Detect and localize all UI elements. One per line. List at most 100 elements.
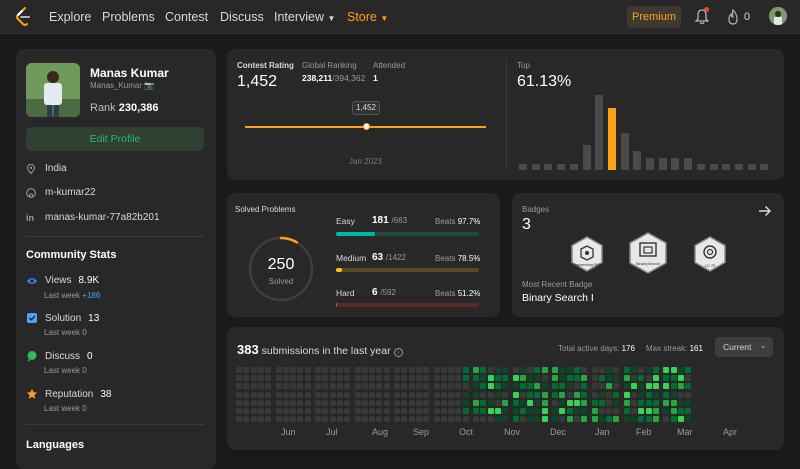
heatmap-cell[interactable] xyxy=(527,399,534,406)
heatmap-cell[interactable] xyxy=(502,416,509,423)
heatmap-cell[interactable] xyxy=(638,391,645,398)
heatmap-cell[interactable] xyxy=(433,399,440,406)
heatmap-cell[interactable] xyxy=(670,408,677,414)
heatmap-cell[interactable] xyxy=(265,408,272,414)
heatmap-cell[interactable] xyxy=(290,375,297,382)
heatmap-cell[interactable] xyxy=(369,367,376,373)
heatmap-cell[interactable] xyxy=(376,391,383,398)
heatmap-cell[interactable] xyxy=(480,383,487,390)
heatmap-cell[interactable] xyxy=(512,383,519,390)
heatmap-cell[interactable] xyxy=(591,399,598,406)
heatmap-cell[interactable] xyxy=(394,399,400,406)
heatmap-cell[interactable] xyxy=(512,367,519,373)
heatmap-cell[interactable] xyxy=(415,416,422,423)
heatmap-cell[interactable] xyxy=(415,367,422,373)
heatmap-cell[interactable] xyxy=(361,383,368,390)
heatmap-cell[interactable] xyxy=(265,399,272,406)
heatmap-cell[interactable] xyxy=(257,383,264,390)
heatmap-cell[interactable] xyxy=(663,367,670,373)
heatmap-cell[interactable] xyxy=(250,391,257,398)
heatmap-cell[interactable] xyxy=(473,416,479,423)
heatmap-cell[interactable] xyxy=(480,416,487,423)
heatmap-cell[interactable] xyxy=(336,399,343,406)
heatmap-cell[interactable] xyxy=(512,416,519,423)
heatmap-cell[interactable] xyxy=(236,416,242,423)
heatmap-cell[interactable] xyxy=(559,391,566,398)
heatmap-cell[interactable] xyxy=(473,383,479,390)
heatmap-cell[interactable] xyxy=(329,383,336,390)
heatmap-cell[interactable] xyxy=(433,383,440,390)
heatmap-cell[interactable] xyxy=(336,367,343,373)
github-link[interactable]: m-kumar22 xyxy=(45,187,96,198)
heatmap-cell[interactable] xyxy=(265,383,272,390)
heatmap-cell[interactable] xyxy=(423,408,430,414)
heatmap-cell[interactable] xyxy=(383,408,390,414)
heatmap-cell[interactable] xyxy=(297,399,304,406)
github-row[interactable]: m-kumar22 xyxy=(26,187,96,198)
heatmap-cell[interactable] xyxy=(559,375,566,382)
heatmap-cell[interactable] xyxy=(354,408,361,414)
heatmap-cell[interactable] xyxy=(512,391,519,398)
heatmap-cell[interactable] xyxy=(408,408,415,414)
heatmap-cell[interactable] xyxy=(455,416,462,423)
heatmap-cell[interactable] xyxy=(455,383,462,390)
heatmap-cell[interactable] xyxy=(257,408,264,414)
heatmap-cell[interactable] xyxy=(448,375,455,382)
heatmap-cell[interactable] xyxy=(354,375,361,382)
user-avatar[interactable] xyxy=(769,7,787,25)
heatmap-cell[interactable] xyxy=(354,416,361,423)
heatmap-cell[interactable] xyxy=(322,408,329,414)
heatmap-cell[interactable] xyxy=(354,391,361,398)
heatmap-cell[interactable] xyxy=(480,391,487,398)
heatmap-cell[interactable] xyxy=(336,391,343,398)
heatmap-cell[interactable] xyxy=(329,416,336,423)
heatmap-cell[interactable] xyxy=(440,375,447,382)
heatmap-cell[interactable] xyxy=(423,375,430,382)
heatmap-cell[interactable] xyxy=(290,367,297,373)
heatmap-cell[interactable] xyxy=(462,416,469,423)
heatmap-cell[interactable] xyxy=(670,375,677,382)
heatmap-cell[interactable] xyxy=(369,408,376,414)
heatmap-cell[interactable] xyxy=(512,408,519,414)
heatmap-cell[interactable] xyxy=(494,375,501,382)
heatmap-cell[interactable] xyxy=(243,416,250,423)
heatmap-cell[interactable] xyxy=(566,375,573,382)
heatmap-cell[interactable] xyxy=(638,416,645,423)
info-icon[interactable]: i xyxy=(393,348,403,357)
heatmap-cell[interactable] xyxy=(566,391,573,398)
badge-programming-skills[interactable]: Programming Skills xyxy=(568,235,606,273)
heatmap-cell[interactable] xyxy=(448,391,455,398)
heatmap-cell[interactable] xyxy=(645,367,652,373)
heatmap-cell[interactable] xyxy=(344,375,351,382)
edit-profile-button[interactable]: Edit Profile xyxy=(26,127,204,151)
heatmap-cell[interactable] xyxy=(663,399,670,406)
heatmap-cell[interactable] xyxy=(236,391,242,398)
heatmap-cell[interactable] xyxy=(494,367,501,373)
heatmap-cell[interactable] xyxy=(527,367,534,373)
heatmap-cell[interactable] xyxy=(376,383,383,390)
heatmap-cell[interactable] xyxy=(606,416,613,423)
camera-icon[interactable]: 📷 xyxy=(144,81,155,90)
heatmap-cell[interactable] xyxy=(480,399,487,406)
heatmap-cell[interactable] xyxy=(473,408,479,414)
heatmap-cell[interactable] xyxy=(573,391,580,398)
heatmap-cell[interactable] xyxy=(598,408,605,414)
heatmap-cell[interactable] xyxy=(243,399,250,406)
heatmap-cell[interactable] xyxy=(275,416,282,423)
heatmap-cell[interactable] xyxy=(440,399,447,406)
heatmap-cell[interactable] xyxy=(606,383,613,390)
heatmap-cell[interactable] xyxy=(394,408,400,414)
heatmap-cell[interactable] xyxy=(581,408,588,414)
heatmap-cell[interactable] xyxy=(623,399,630,406)
heatmap-cell[interactable] xyxy=(473,367,479,373)
heatmap-cell[interactable] xyxy=(329,375,336,382)
heatmap-cell[interactable] xyxy=(677,375,684,382)
heatmap-cell[interactable] xyxy=(376,375,383,382)
heatmap-cell[interactable] xyxy=(670,391,677,398)
heatmap-cell[interactable] xyxy=(487,375,494,382)
heatmap-cell[interactable] xyxy=(685,383,692,390)
heatmap-cell[interactable] xyxy=(566,399,573,406)
heatmap-cell[interactable] xyxy=(652,367,659,373)
heatmap-cell[interactable] xyxy=(559,416,566,423)
heatmap-cell[interactable] xyxy=(581,383,588,390)
